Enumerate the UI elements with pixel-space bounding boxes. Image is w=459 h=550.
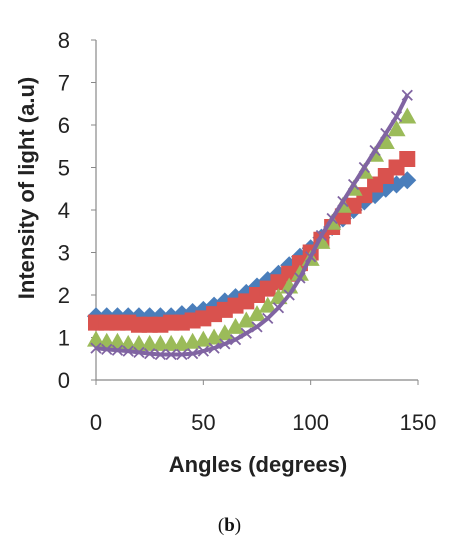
data-point [398,171,417,190]
data-point [208,342,220,354]
data-point [376,133,395,149]
data-point [215,324,234,341]
data-point [197,345,209,357]
y-tick-label: 4 [58,198,70,223]
data-point [176,348,188,361]
data-point [399,151,416,167]
data-point [401,89,413,101]
data-point [144,348,156,360]
data-point [165,348,177,361]
caption-label: b [224,515,235,536]
data-point [326,212,338,225]
y-axis-title: Intensity of light (a.u) [14,77,39,299]
y-tick-label: 0 [58,368,70,393]
y-tick-label: 3 [58,241,70,266]
data-point [101,343,113,356]
y-tick-label: 6 [58,113,70,138]
y-tick-label: 5 [58,156,70,181]
data-point [358,161,370,174]
y-axis: 0 1 2 3 4 5 6 7 8 [58,28,97,393]
line-chart: 0 1 2 3 4 5 6 7 8 0 50 100 150 Intensity of light (… [14,28,437,477]
data-point [315,229,328,242]
data-point [240,327,252,339]
figure-caption: (b) [0,515,459,537]
series-4 [90,89,413,361]
data-point [369,144,381,157]
data-point [219,338,231,350]
data-point [262,312,274,325]
data-point [108,332,127,349]
data-point [248,305,266,322]
data-point [290,264,309,281]
data-point [283,289,295,301]
data-point [258,296,277,313]
data-point [122,345,134,357]
data-point [387,120,406,137]
x-tick-label: 0 [90,410,102,435]
data-point [111,344,124,356]
x-axis: 0 50 100 150 [90,379,437,435]
y-tick-label: 8 [58,28,70,53]
y-tick-label: 1 [58,326,70,351]
data-point [229,333,242,346]
data-point [347,178,360,191]
series-layer [87,89,417,361]
data-point [305,251,317,263]
data-point [337,195,349,208]
data-point [237,311,256,328]
data-point [205,328,224,345]
data-point [390,110,403,123]
data-point [87,330,105,347]
data-point [226,317,245,334]
x-axis-title: Angles (degrees) [169,452,348,477]
data-point [272,302,285,314]
data-point [154,348,167,361]
caption-open: ( [217,515,225,536]
data-point [251,321,263,333]
x-tick-label: 100 [292,410,329,435]
data-point [398,107,417,124]
data-point [186,348,199,360]
data-point [90,342,102,354]
x-tick-label: 50 [191,410,215,435]
y-tick-label: 2 [58,283,70,308]
caption-close: ) [234,515,242,536]
series-2 [88,151,416,333]
y-tick-label: 7 [58,71,70,96]
x-tick-label: 150 [400,410,437,435]
data-point [380,127,392,140]
data-point [294,272,306,284]
data-point [133,346,145,359]
